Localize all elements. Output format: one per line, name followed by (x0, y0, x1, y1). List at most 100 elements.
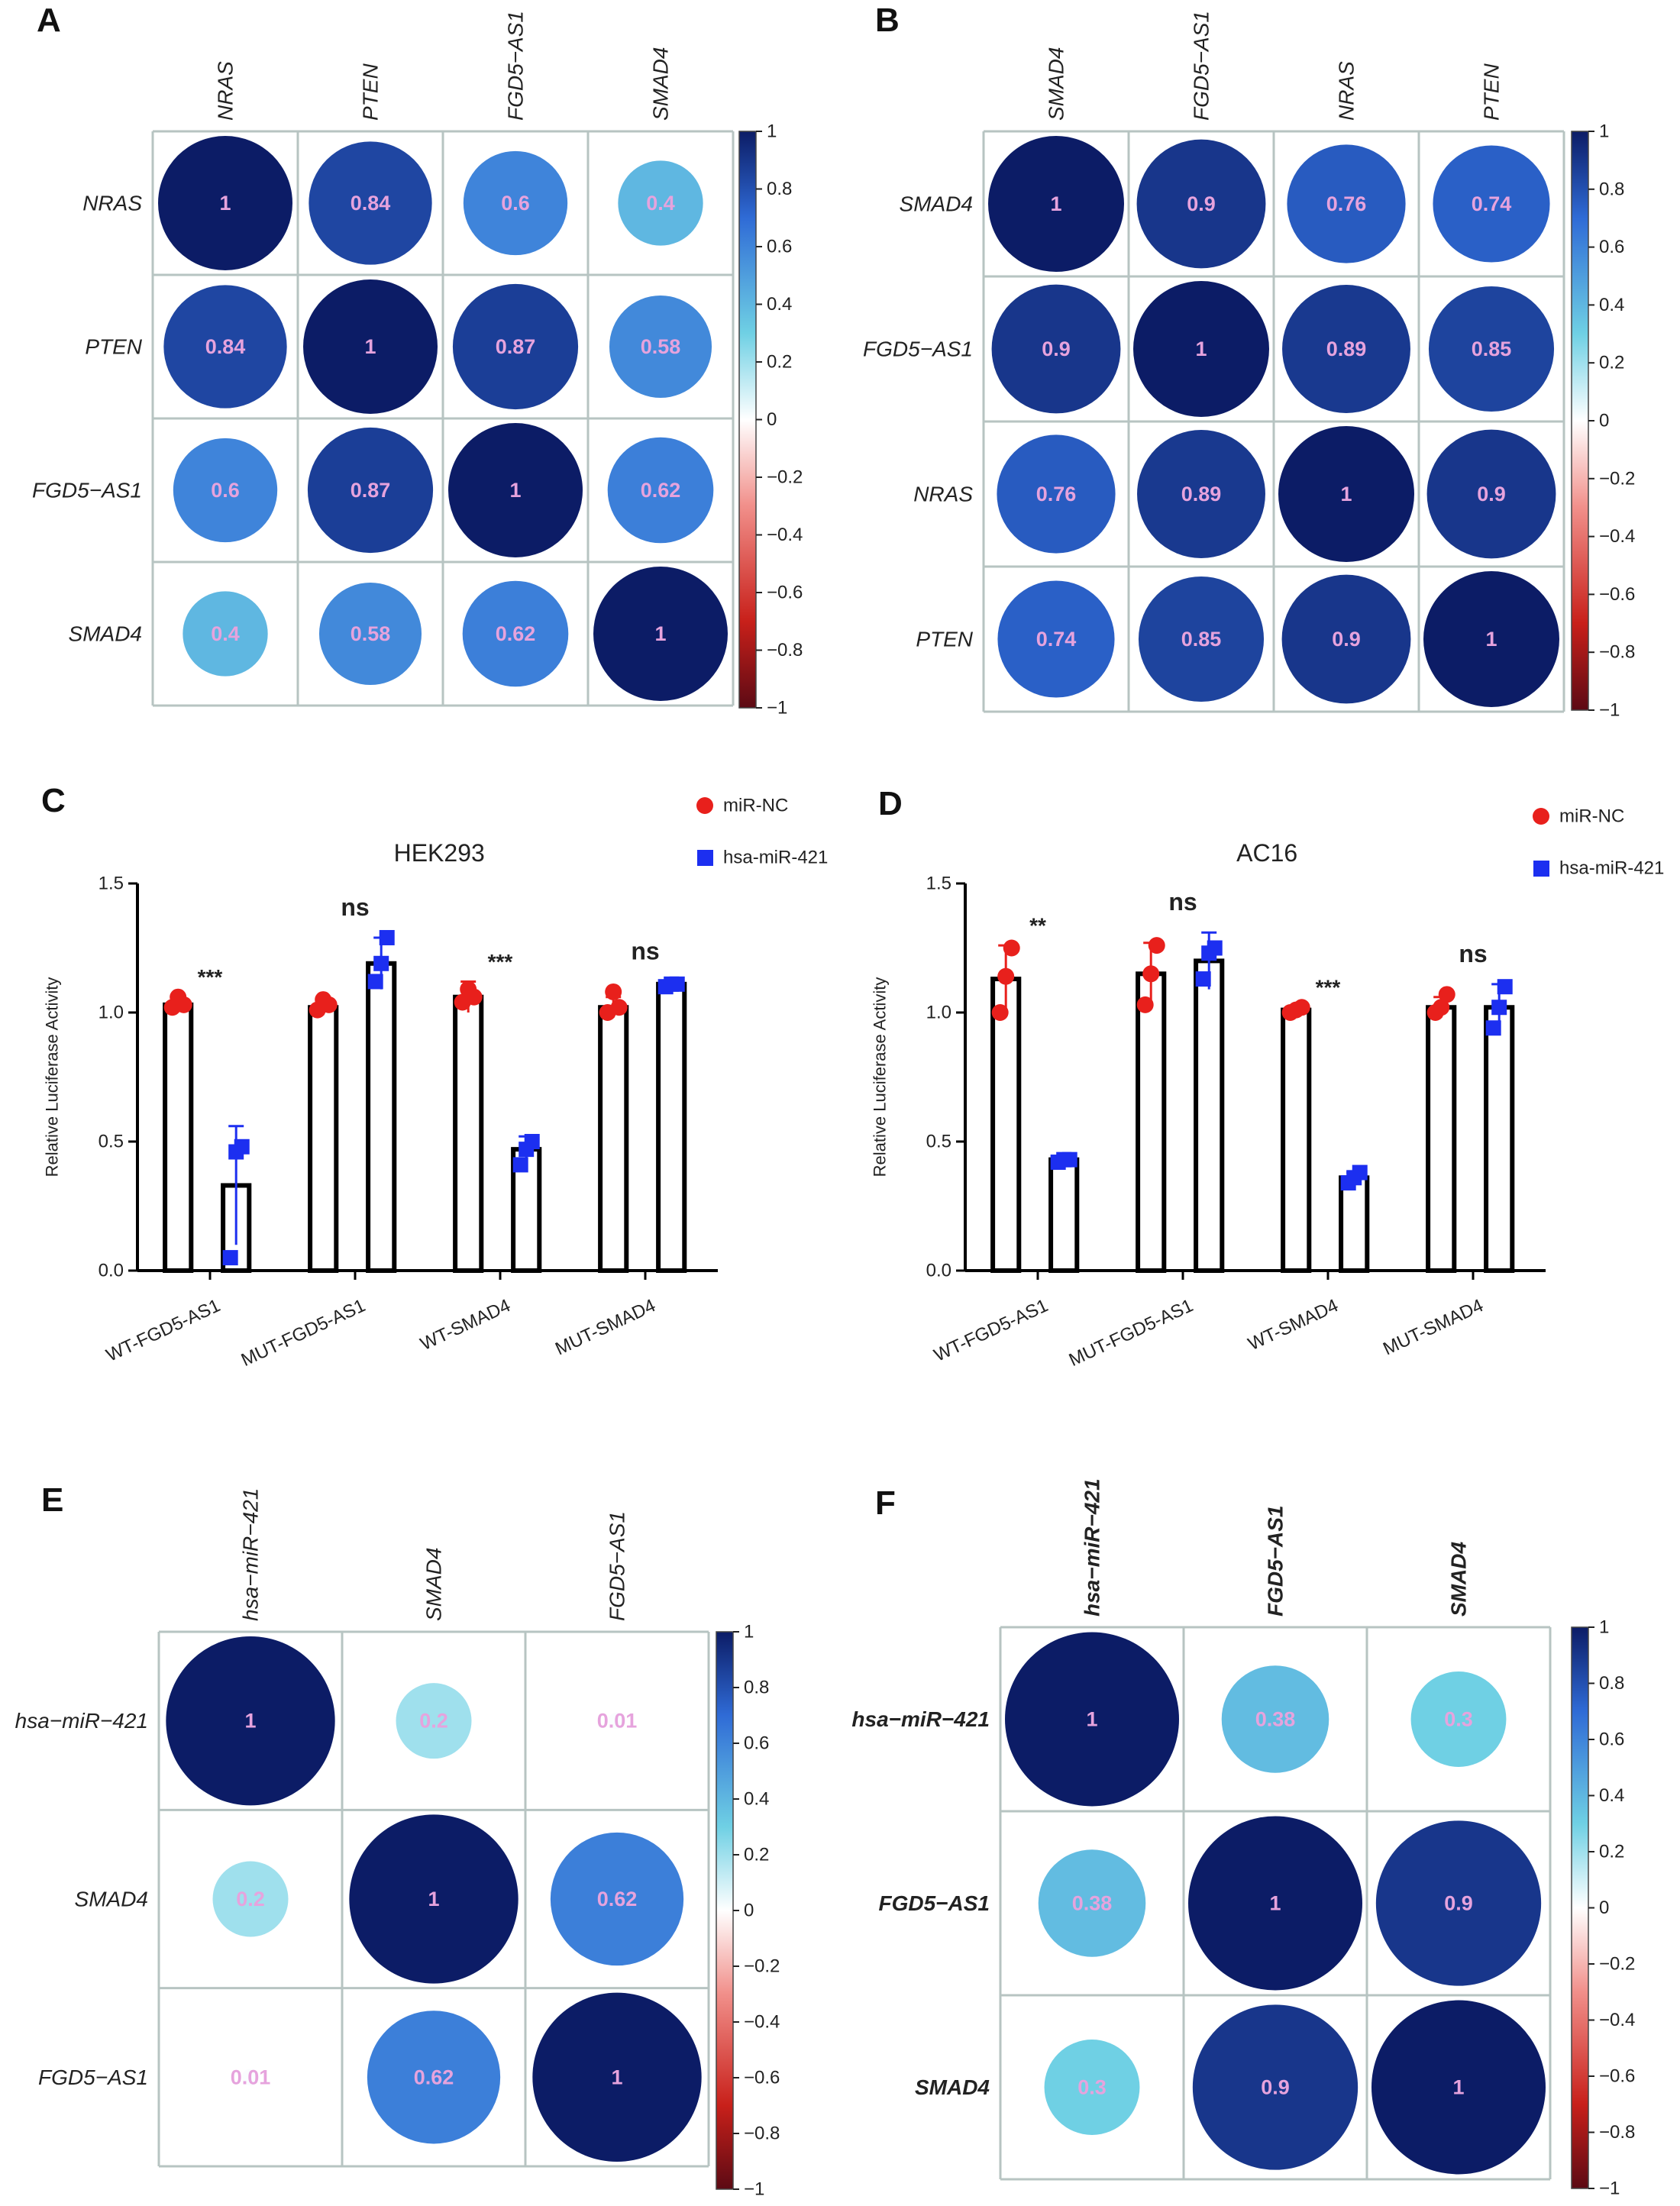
colorbar-tick-label: 0.6 (744, 1733, 769, 1754)
row-label: NRAS (82, 192, 142, 215)
data-point-mirnc (1433, 999, 1450, 1016)
colorbar-tick-label: 1 (1599, 1617, 1609, 1638)
correlation-circle (1133, 281, 1269, 417)
colorbar-tick-label: 0.4 (744, 1789, 769, 1810)
correlation-circle (1138, 576, 1265, 702)
correlation-circle (1423, 571, 1559, 707)
data-point-mirnc (320, 996, 338, 1013)
panel-letter-a: A (37, 2, 61, 39)
cell-value-label: 0.85 (1472, 338, 1512, 360)
panel-letter-c: C (41, 782, 66, 819)
colorbar-tick-label: 0.8 (1599, 179, 1624, 199)
panel-letter-b: B (875, 2, 900, 39)
correlation-circle (1282, 285, 1410, 413)
bar (366, 961, 397, 1274)
cell-value-label: 1 (509, 479, 521, 502)
cell-value-label: 1 (1195, 338, 1207, 360)
data-point-mir421 (1485, 1020, 1501, 1036)
correlation-circle (463, 150, 568, 256)
cell-value-label: 0.6 (211, 479, 240, 502)
colorbar-tick-label: −0.6 (1599, 2066, 1635, 2087)
colorbar-tick-label: 0 (767, 409, 777, 430)
data-point-mirnc (997, 967, 1015, 985)
column-label: SMAD4 (422, 1548, 446, 1621)
correlation-circle (608, 1712, 626, 1730)
column-label: SMAD4 (1045, 47, 1068, 121)
cell-value-label: 1 (428, 1888, 439, 1910)
colorbar-tick-label: −0.8 (744, 2124, 780, 2144)
bar (308, 1005, 339, 1273)
correlation-circle (1278, 426, 1414, 562)
row-label: FGD5−AS1 (38, 2066, 148, 2089)
correlation-circle (1428, 286, 1555, 412)
cell-value-label: 0.62 (597, 1888, 638, 1910)
correlation-circle (532, 1992, 702, 2162)
y-tick-label: 1.0 (99, 1003, 124, 1023)
y-axis-label: Relative Luciferase Activity (43, 977, 62, 1177)
x-tick-label: MUT-SMAD4 (1380, 1295, 1487, 1359)
cell-value-label: 0.9 (1042, 338, 1071, 360)
cell-value-label: 0.38 (1255, 1708, 1296, 1731)
correlation-circle (1281, 574, 1411, 704)
cell-value-label: 0.3 (1444, 1708, 1473, 1731)
heatmap-E: 1 0.2 0.01 0.2 1 0.62 0.01 0.62 1 hsa−miR−421 SMAD… (15, 1488, 780, 2200)
colorbar-tick-label: 0 (1599, 1898, 1609, 1918)
correlation-circle (166, 1636, 335, 1806)
heatmap-A: 1 0.84 0.6 0.4 0.84 1 0.87 0.58 0.6 0.87 1 0.62 0.4 0… (32, 11, 803, 718)
column-label: hsa−miR−421 (239, 1488, 263, 1621)
chart-title: AC16 (1236, 839, 1297, 867)
y-axis-label: Relative Luciferase Activity (871, 977, 890, 1177)
correlation-circle (1426, 429, 1556, 559)
cell-value-label: 0.58 (641, 335, 681, 358)
colorbar-tick-label: 0.4 (1599, 1785, 1624, 1806)
data-point-mirnc (1438, 986, 1455, 1003)
data-point-mir421 (373, 955, 389, 971)
row-label: SMAD4 (75, 1888, 148, 1911)
legend-marker-mirnc (696, 797, 713, 814)
panel-letter-f: F (875, 1484, 896, 1522)
cell-value-label: 0.76 (1036, 483, 1077, 505)
colorbar-tick-label: −0.4 (767, 525, 803, 545)
colorbar-tick-label: 0.8 (767, 179, 792, 199)
column-label: FGD5−AS1 (1190, 11, 1213, 121)
colorbar-tick-label: 1 (744, 1622, 754, 1642)
cell-value-label: 1 (611, 2066, 622, 2088)
column-label: PTEN (1480, 63, 1504, 121)
correlation-circle (212, 1861, 289, 1937)
correlation-circle (609, 295, 712, 399)
colorbar-tick-label: 0.6 (1599, 237, 1624, 257)
cell-value-label: 1 (1086, 1708, 1097, 1731)
data-point-mir421 (234, 1139, 250, 1155)
correlation-circle (241, 2069, 260, 2086)
bar (1136, 971, 1167, 1274)
colorbar-tick-label: 1 (767, 121, 777, 142)
row-label: SMAD4 (900, 192, 973, 216)
row-label: PTEN (85, 335, 142, 359)
cell-value-label: 0.85 (1181, 628, 1222, 651)
data-point-mir421 (1352, 1164, 1368, 1181)
data-point-mirnc (175, 996, 192, 1013)
cell-value-label: 0.89 (1181, 483, 1222, 505)
colorbar-tick-label: −0.2 (744, 1956, 780, 1977)
column-label: NRAS (1335, 61, 1359, 121)
correlation-circle (988, 136, 1124, 272)
correlation-circle (158, 136, 292, 270)
row-label: hsa−miR−421 (851, 1707, 990, 1731)
bar (1048, 1157, 1080, 1274)
colorbar-tick-label: −1 (767, 698, 787, 719)
correlation-circle (1137, 430, 1265, 558)
legend-label: miR-NC (1559, 806, 1624, 827)
correlation-circle (1410, 1671, 1507, 1767)
data-point-mir421 (222, 1250, 238, 1266)
colorbar-tick-label: 0 (1599, 411, 1609, 431)
bar (1484, 1005, 1515, 1273)
panel-letter-e: E (41, 1481, 64, 1519)
colorbar-tick-label: 0.6 (767, 237, 792, 257)
cell-value-label: 0.87 (496, 335, 536, 358)
colorbar-tick-label: 1 (1599, 121, 1609, 142)
correlation-circle (550, 1832, 684, 1966)
cell-value-label: 1 (244, 1710, 256, 1733)
significance-label: *** (198, 965, 223, 989)
data-point-mirnc (605, 983, 622, 1000)
bar (1281, 1007, 1312, 1273)
